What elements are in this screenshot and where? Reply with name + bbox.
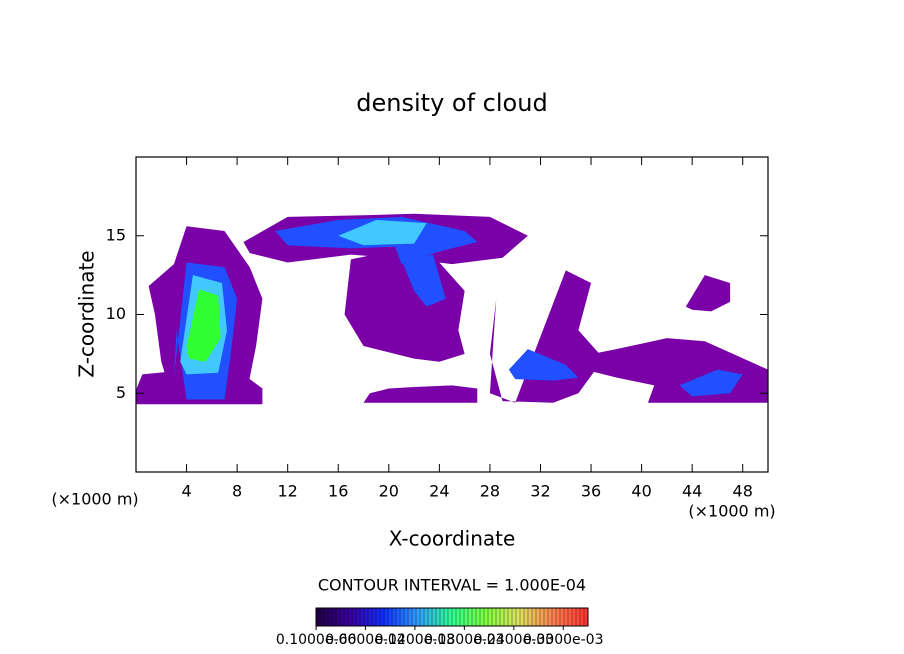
y-tick-label: 15	[106, 225, 126, 244]
x-tick-label: 48	[733, 482, 753, 501]
x-tick-label: 28	[480, 482, 500, 501]
x-tick-label: 32	[530, 482, 550, 501]
x-unit: (×1000 m)	[688, 502, 775, 521]
x-tick-label: 8	[232, 482, 242, 501]
cloud-region	[508, 349, 579, 381]
y-tick-label: 10	[106, 304, 126, 323]
x-tick-label: 40	[631, 482, 651, 501]
colorbar-tick-label: 0.6000e-04	[325, 632, 406, 648]
colorbar-tick-label: 0.1800e-03	[424, 632, 504, 648]
cloud-region	[363, 385, 478, 403]
y-unit: (×1000 m)	[51, 490, 138, 509]
cloud-region	[338, 220, 427, 246]
chart-title: density of cloud	[356, 89, 547, 117]
annotation: CONTOUR INTERVAL = 1.000E-04	[318, 576, 586, 595]
x-tick-label: 12	[278, 482, 298, 501]
x-tick-label: 4	[181, 482, 191, 501]
cloud-region	[685, 275, 731, 312]
cloud-region	[186, 289, 221, 362]
y-tick-label: 5	[116, 383, 126, 402]
x-tick-label: 20	[379, 482, 399, 501]
cloud-region	[489, 270, 604, 403]
colorbar-tick-label: 0.1200e-03	[375, 632, 455, 648]
x-tick-label: 16	[328, 482, 348, 501]
x-tick-label: 24	[429, 482, 449, 501]
cloud-region	[679, 369, 743, 397]
x-tick-label: 36	[581, 482, 601, 501]
y-axis-label: Z-coordinate	[75, 250, 99, 377]
x-axis-label: X-coordinate	[389, 527, 516, 551]
contour-fill	[136, 213, 768, 405]
colorbar-tick-label: 0.2400e-03	[474, 632, 554, 648]
cloud-region	[344, 251, 465, 362]
colorbar-tick-label: 0.1000e-06	[276, 632, 357, 648]
x-tick-label: 44	[682, 482, 702, 501]
cloud-region	[401, 254, 446, 307]
colorbar-tick-label: 0.3000e-03	[523, 632, 603, 648]
